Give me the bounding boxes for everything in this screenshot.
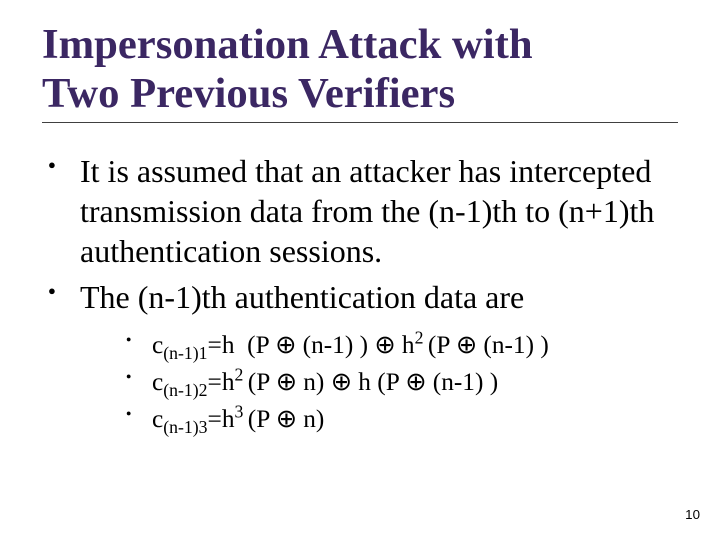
slide-title: Impersonation Attack with Two Previous V… [42, 20, 678, 123]
sub-bullet-item: c(n-1)3=h3 (P ⊕ n) [124, 403, 678, 436]
sub-bullet-list: c(n-1)1=h (P ⊕ (n-1) ) ⊕ h2 (P ⊕ (n-1) )… [124, 329, 678, 436]
sub-bullet-item: c(n-1)1=h (P ⊕ (n-1) ) ⊕ h2 (P ⊕ (n-1) ) [124, 329, 678, 362]
slide: Impersonation Attack with Two Previous V… [0, 0, 720, 540]
sub-bullet-item: c(n-1)2=h2 (P ⊕ n) ⊕ h (P ⊕ (n-1) ) [124, 366, 678, 399]
formula-text: c(n-1)3=h3 (P ⊕ n) [152, 405, 324, 433]
bullet-text: It is assumed that an attacker has inter… [80, 153, 654, 269]
bullet-item: It is assumed that an attacker has inter… [46, 151, 678, 271]
formula-text: c(n-1)2=h2 (P ⊕ n) ⊕ h (P ⊕ (n-1) ) [152, 368, 498, 396]
page-number: 10 [685, 507, 700, 522]
main-bullet-list: It is assumed that an attacker has inter… [46, 151, 678, 436]
bullet-text: The (n-1)th authentication data are [80, 279, 524, 315]
bullet-item: The (n-1)th authentication data are c(n-… [46, 277, 678, 436]
formula-text: c(n-1)1=h (P ⊕ (n-1) ) ⊕ h2 (P ⊕ (n-1) ) [152, 331, 549, 359]
